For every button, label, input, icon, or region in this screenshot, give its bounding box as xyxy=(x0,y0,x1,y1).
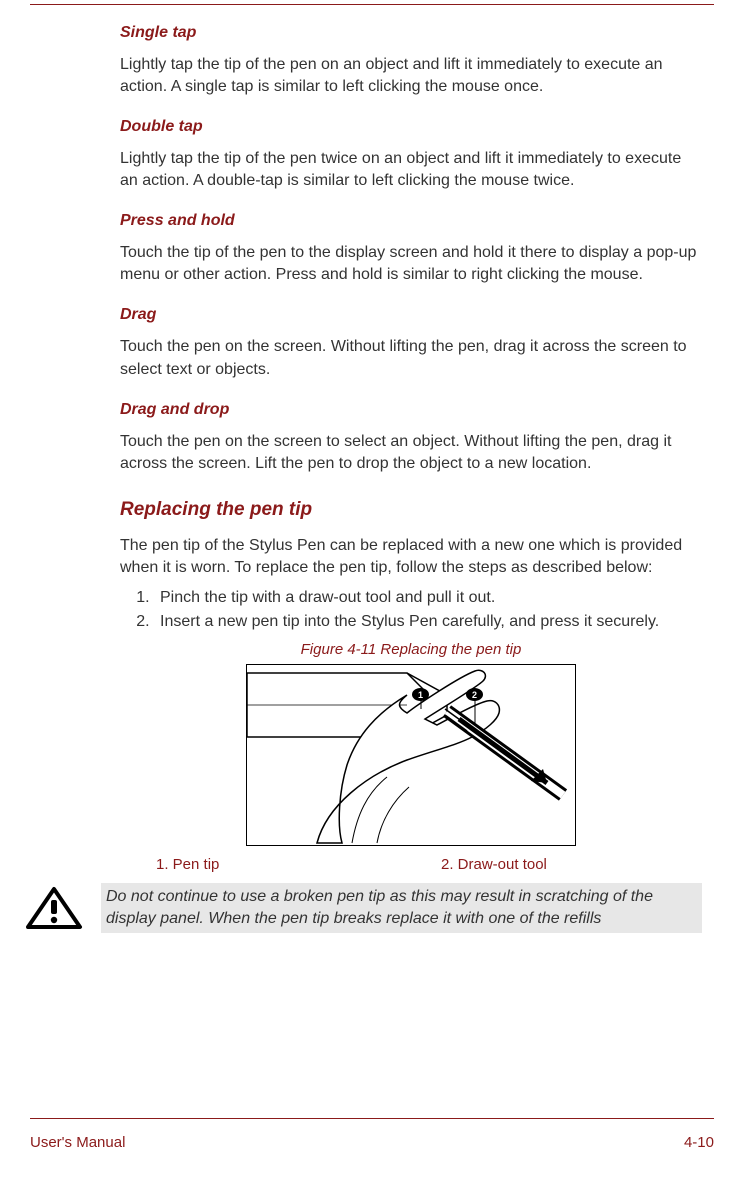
list-item: Insert a new pen tip into the Stylus Pen… xyxy=(154,611,702,633)
caution-triangle-icon xyxy=(25,886,83,937)
figure-illustration: 1 2 xyxy=(246,664,576,846)
caution-note: Do not continue to use a broken pen tip … xyxy=(25,883,702,937)
list-item: Pinch the tip with a draw-out tool and p… xyxy=(154,587,702,609)
figure-caption: Figure 4-11 Replacing the pen tip xyxy=(120,641,702,658)
legend-draw-out-tool: 2. Draw-out tool xyxy=(411,856,702,873)
legend-pen-tip: 1. Pen tip xyxy=(120,856,411,873)
heading-drag: Drag xyxy=(120,306,702,324)
heading-replacing: Replacing the pen tip xyxy=(120,499,702,521)
text-single-tap: Lightly tap the tip of the pen on an obj… xyxy=(120,54,702,98)
page-footer: User's Manual 4-10 xyxy=(30,1134,714,1151)
footer-title: User's Manual xyxy=(30,1134,125,1151)
text-press-hold: Touch the tip of the pen to the display … xyxy=(120,242,702,286)
page-content: Single tap Lightly tap the tip of the pe… xyxy=(120,24,702,937)
caution-text: Do not continue to use a broken pen tip … xyxy=(101,883,702,933)
heading-press-hold: Press and hold xyxy=(120,212,702,230)
heading-drag-drop: Drag and drop xyxy=(120,401,702,419)
text-drag: Touch the pen on the screen. Without lif… xyxy=(120,336,702,380)
text-drag-drop: Touch the pen on the screen to select an… xyxy=(120,431,702,475)
replacing-steps-list: Pinch the tip with a draw-out tool and p… xyxy=(120,587,702,633)
heading-single-tap: Single tap xyxy=(120,24,702,42)
text-double-tap: Lightly tap the tip of the pen twice on … xyxy=(120,148,702,192)
figure-legend: 1. Pen tip 2. Draw-out tool xyxy=(120,856,702,873)
heading-double-tap: Double tap xyxy=(120,118,702,136)
callout-badge-1: 1 xyxy=(412,688,429,701)
callout-badge-2: 2 xyxy=(466,688,483,701)
footer-page-number: 4-10 xyxy=(684,1134,714,1151)
text-replacing-intro: The pen tip of the Stylus Pen can be rep… xyxy=(120,535,702,579)
